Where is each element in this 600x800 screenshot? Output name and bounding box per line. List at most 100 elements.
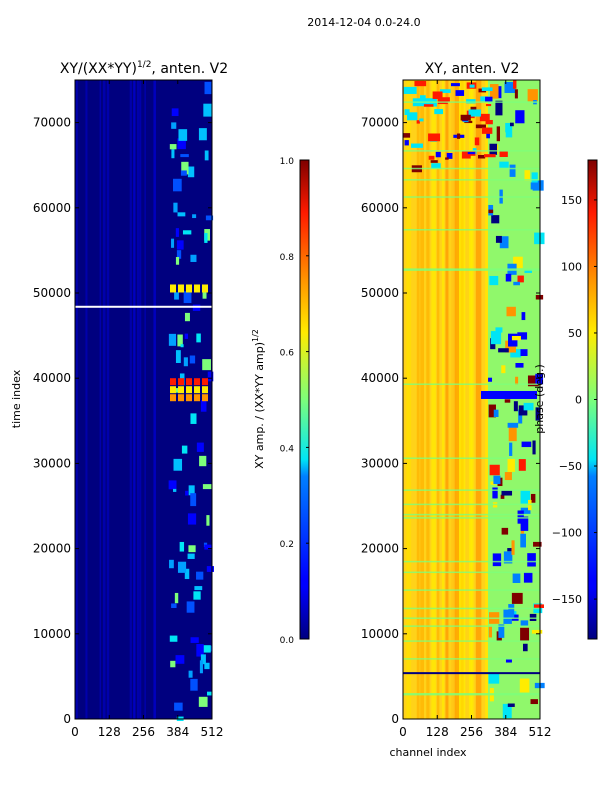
right-heatmap-striation — [449, 80, 453, 719]
right-y-tick-label: 10000 — [361, 627, 399, 641]
right-heatmap-top-patch — [411, 143, 423, 148]
left-heatmap-blob — [190, 678, 198, 691]
left-heatmap-striation — [136, 80, 140, 719]
figure-suptitle: 2014-12-04 0.0-24.0 — [307, 16, 420, 29]
left-heatmap-hot-cell — [194, 378, 200, 386]
left-x-axis: 0 128 256 384 512 — [71, 80, 223, 739]
left-heatmap-features — [75, 80, 214, 722]
right-heatmap-top-patch — [414, 80, 427, 87]
right-heatmap-top-patch — [434, 109, 444, 115]
left-heatmap-blob — [182, 230, 192, 235]
left-heatmap-blob — [205, 215, 214, 221]
left-heatmap-blob — [200, 400, 207, 412]
left-heatmap-hot-cell — [170, 386, 176, 394]
right-heatmap-blob — [495, 235, 502, 243]
left-heatmap-blob — [173, 202, 178, 213]
right-heatmap-blob — [488, 209, 494, 214]
left-heatmap-blob — [175, 350, 181, 363]
left-heatmap-blob — [181, 445, 188, 454]
right-heatmap-blob — [489, 275, 499, 286]
right-heatmap-blob — [520, 349, 528, 356]
right-heatmap-blob — [488, 377, 493, 382]
right-heatmap-blob — [523, 402, 534, 411]
left-heatmap-blob — [196, 644, 204, 657]
right-heatmap-striation — [465, 80, 472, 719]
right-heatmap-top-patch — [486, 131, 490, 139]
right-colorbar-tick-label: 150 — [561, 194, 582, 207]
right-heatmap-blob — [507, 703, 515, 707]
left-heatmap-striation — [106, 80, 110, 719]
right-heatmap-blob — [505, 340, 516, 353]
right-heatmap-striation — [457, 80, 462, 719]
left-heatmap-blob — [192, 214, 197, 219]
left-heatmap-band-cell — [170, 284, 176, 293]
right-heatmap-line — [403, 571, 540, 574]
left-heatmap-blob — [178, 129, 188, 141]
left-heatmap-blob — [184, 568, 190, 580]
right-heatmap-striation — [485, 80, 489, 719]
right-heatmap-blob — [509, 164, 516, 177]
left-heatmap-blob — [185, 490, 189, 496]
right-y-tick-label: 40000 — [361, 371, 399, 385]
right-heatmap-line — [403, 383, 540, 385]
right-heatmap-top-patch — [423, 104, 434, 107]
right-heatmap-blob — [492, 553, 502, 567]
right-y-tick-label: 20000 — [361, 542, 399, 556]
left-heatmap-blob — [204, 662, 210, 670]
left-heatmap-blob — [204, 150, 209, 161]
left-heatmap-blob — [180, 344, 184, 348]
right-heatmap-blob — [489, 464, 500, 476]
left-heatmap-blob — [177, 138, 186, 150]
left-heatmap-hot-cell — [186, 394, 192, 402]
left-heatmap-blob — [180, 154, 189, 158]
left-heatmap-blob — [196, 571, 204, 580]
right-heatmap-top-patch — [404, 109, 410, 116]
right-heatmap-top-patch — [469, 84, 475, 88]
right-heatmap-blob — [504, 81, 516, 93]
right-y-tick-label: 60000 — [361, 201, 399, 215]
left-heatmap-blob — [174, 292, 179, 300]
right-heatmap-blob — [513, 281, 520, 286]
right-heatmap-blob — [535, 407, 541, 421]
left-heatmap-hot-cell — [186, 386, 192, 394]
right-heatmap-top-patch — [475, 124, 486, 129]
left-heatmap-band-cell — [178, 284, 184, 293]
left-heatmap-blob — [171, 108, 179, 117]
right-heatmap-top-patch — [481, 127, 493, 134]
right-heatmap-blob — [502, 703, 512, 719]
left-heatmap-band-cell — [186, 284, 192, 293]
left-heatmap-blob — [173, 488, 177, 492]
right-heatmap-blob — [513, 256, 523, 269]
right-heatmap-top-patch — [404, 140, 409, 146]
right-heatmap-top-patch — [484, 154, 496, 158]
right-heatmap-blob — [488, 626, 493, 638]
left-heatmap-blob — [169, 635, 178, 642]
right-heatmap-blob — [530, 182, 535, 190]
right-heatmap-blob — [507, 548, 512, 552]
left-heatmap-blob — [196, 333, 201, 343]
right-heatmap-line — [403, 228, 540, 231]
left-colorbar-gradient — [299, 159, 310, 640]
right-heatmap-blob — [527, 553, 536, 567]
left-heatmap-striation — [144, 80, 146, 719]
right-heatmap-line — [403, 693, 540, 696]
left-x-tick-label: 256 — [132, 725, 155, 739]
right-heatmap-top-patch — [430, 160, 438, 163]
right-heatmap-blob — [499, 236, 509, 249]
right-heatmap-top-patch — [420, 98, 426, 104]
left-heatmap-hot-cell — [178, 378, 184, 386]
right-heatmap-striation — [469, 80, 472, 719]
right-title: XY, anten. V2 — [425, 61, 520, 77]
right-heatmap-line — [403, 693, 540, 695]
left-heatmap-blob — [207, 371, 214, 382]
left-heatmap-blob — [201, 645, 211, 653]
left-heatmap-hot-cell — [170, 378, 176, 386]
right-heatmap-blob — [513, 80, 517, 89]
right-colorbar: −150 −100 −50 0 50 100 150 phase (deg.) — [533, 159, 598, 640]
right-colorbar-tick-label: 0 — [575, 394, 582, 407]
right-heatmap-striation — [407, 80, 412, 719]
right-heatmap-line — [403, 150, 540, 152]
left-heatmap-hot-cell — [202, 394, 208, 402]
right-colorbar-label: phase (deg.) — [533, 364, 546, 434]
right-heatmap-top-patch — [416, 120, 420, 124]
